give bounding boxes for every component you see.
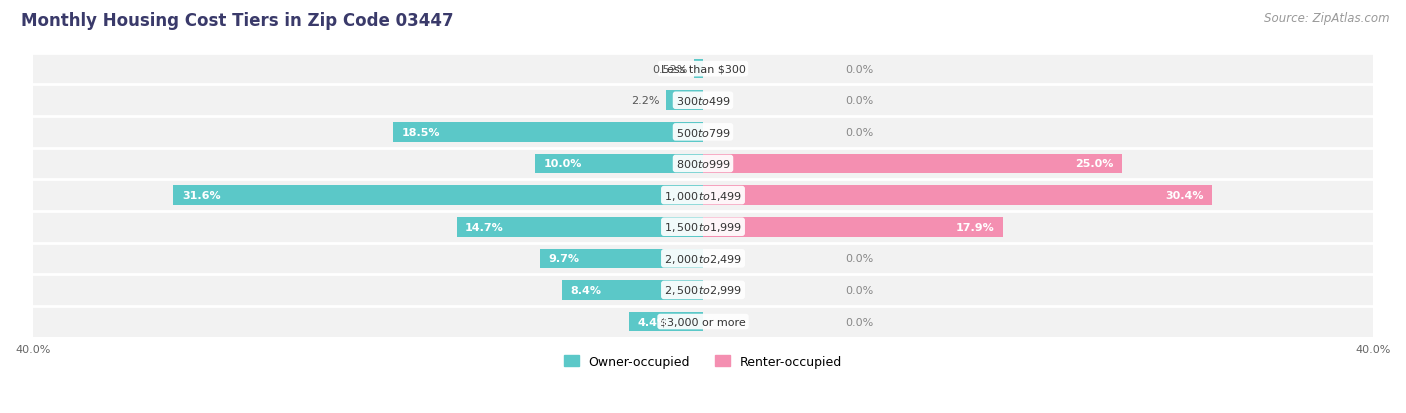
Text: 8.4%: 8.4% — [571, 285, 602, 295]
Text: 17.9%: 17.9% — [956, 222, 994, 232]
Text: 9.7%: 9.7% — [548, 254, 579, 263]
Bar — [703, 154, 1122, 174]
Text: 0.52%: 0.52% — [652, 64, 688, 74]
Text: $2,000 to $2,499: $2,000 to $2,499 — [664, 252, 742, 265]
Bar — [666, 91, 703, 111]
Text: 4.4%: 4.4% — [638, 317, 669, 327]
Bar — [32, 306, 1374, 337]
Bar — [536, 154, 703, 174]
Bar — [703, 186, 1212, 205]
Text: 0.0%: 0.0% — [845, 96, 873, 106]
Text: 0.0%: 0.0% — [845, 128, 873, 138]
Bar — [540, 249, 703, 268]
Text: Less than $300: Less than $300 — [661, 64, 745, 74]
Legend: Owner-occupied, Renter-occupied: Owner-occupied, Renter-occupied — [558, 350, 848, 373]
Text: $500 to $799: $500 to $799 — [675, 126, 731, 138]
Text: 0.0%: 0.0% — [845, 317, 873, 327]
Text: 31.6%: 31.6% — [181, 191, 221, 201]
Bar — [562, 280, 703, 300]
Text: Source: ZipAtlas.com: Source: ZipAtlas.com — [1264, 12, 1389, 25]
Text: 25.0%: 25.0% — [1076, 159, 1114, 169]
Bar — [630, 312, 703, 332]
Text: $2,500 to $2,999: $2,500 to $2,999 — [664, 284, 742, 297]
Bar — [173, 186, 703, 205]
Bar — [457, 217, 703, 237]
Bar — [32, 275, 1374, 306]
Text: 18.5%: 18.5% — [401, 128, 440, 138]
Bar — [32, 54, 1374, 85]
Text: Monthly Housing Cost Tiers in Zip Code 03447: Monthly Housing Cost Tiers in Zip Code 0… — [21, 12, 454, 30]
Bar — [394, 123, 703, 142]
Text: 0.0%: 0.0% — [845, 64, 873, 74]
Text: 10.0%: 10.0% — [544, 159, 582, 169]
Text: 14.7%: 14.7% — [465, 222, 503, 232]
Text: $1,000 to $1,499: $1,000 to $1,499 — [664, 189, 742, 202]
Bar — [695, 60, 703, 79]
Bar — [32, 85, 1374, 117]
Text: $300 to $499: $300 to $499 — [675, 95, 731, 107]
Text: 0.0%: 0.0% — [845, 285, 873, 295]
Text: 2.2%: 2.2% — [631, 96, 659, 106]
Text: $800 to $999: $800 to $999 — [675, 158, 731, 170]
Bar — [32, 180, 1374, 211]
Text: 30.4%: 30.4% — [1166, 191, 1204, 201]
Bar — [703, 217, 1002, 237]
Bar — [32, 243, 1374, 275]
Text: $3,000 or more: $3,000 or more — [661, 317, 745, 327]
Text: 0.0%: 0.0% — [845, 254, 873, 263]
Bar — [32, 117, 1374, 148]
Text: $1,500 to $1,999: $1,500 to $1,999 — [664, 221, 742, 234]
Bar — [32, 148, 1374, 180]
Bar — [32, 211, 1374, 243]
